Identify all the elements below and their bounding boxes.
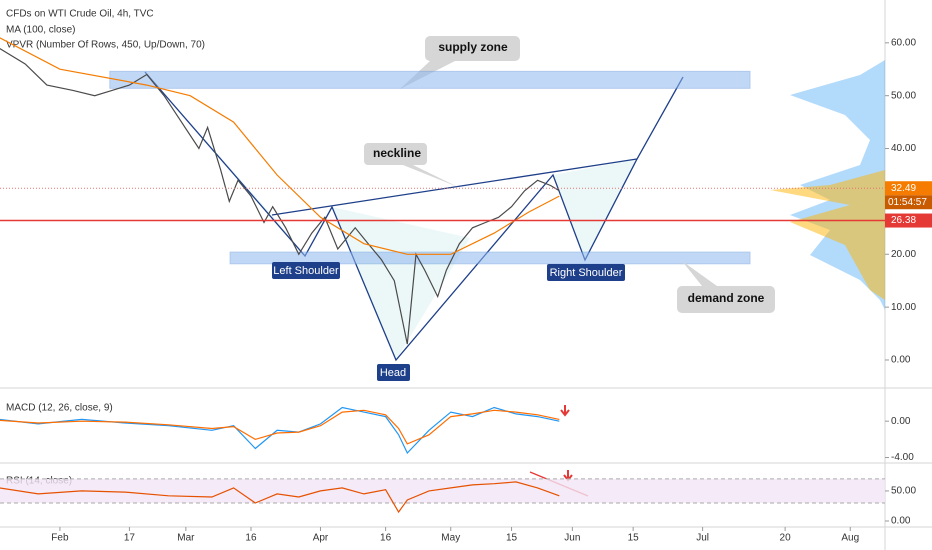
y-tick-label: 0.00 [891,416,911,427]
countdown-box [885,195,932,210]
x-tick-label: 20 [780,533,792,544]
series-line [0,406,560,455]
series-line [0,409,560,445]
x-tick-label: 15 [506,533,518,544]
rsi-band [0,478,885,503]
annotation: neckline [373,146,421,160]
x-tick-label: 17 [124,533,136,544]
level-label: 26.38 [891,215,916,226]
x-tick-label: Jun [564,533,580,544]
zone [229,251,751,265]
callout [400,36,520,89]
label-box [377,364,410,381]
pattern-line [144,71,684,362]
x-tick-label: May [441,533,460,544]
series-line [0,47,560,345]
callout [364,143,458,187]
pattern-fill [332,207,470,360]
annotation: Head [380,367,406,379]
y-tick-label: 0.00 [891,516,911,527]
neckline-line [271,158,638,216]
price-box [885,181,932,196]
x-tick-label: 15 [628,533,640,544]
annotation: demand zone [688,291,765,305]
arrow [560,405,570,417]
y-tick-label: 0.00 [891,355,911,366]
y-tick-label: 50.00 [891,486,916,497]
x-tick-label: Apr [313,533,329,544]
indicator-label: MA (100, close) [6,25,75,36]
y-tick-label: 60.00 [891,37,916,48]
label-box [547,264,625,281]
label-box [272,262,340,279]
y-tick-label: 20.00 [891,249,916,260]
x-tick-label: Feb [51,533,69,544]
x-tick-label: 16 [245,533,257,544]
x-tick-label: Mar [177,533,195,544]
indicator-label: VPVR (Number Of Rows, 450, Up/Down, 70) [6,40,205,51]
y-tick-label: 50.00 [891,90,916,101]
y-tick-label: -4.00 [891,452,914,463]
x-tick-label: 16 [380,533,392,544]
annotation: supply zone [438,40,508,54]
x-tick-label: Aug [841,533,859,544]
y-tick-label: 10.00 [891,302,916,313]
indicator-label: MACD (12, 26, close, 9) [6,403,113,414]
price-label: 32.49 [891,183,916,194]
zone [109,70,751,89]
annotation: Left Shoulder [273,265,339,277]
volume-profile [770,170,885,300]
annotation: Right Shoulder [550,267,623,279]
x-tick-label: Jul [696,533,709,544]
callout [677,261,775,313]
series-line [0,481,560,514]
countdown-label: 01:54:57 [888,197,927,208]
pattern-fill [553,159,637,260]
chart-title: CFDs on WTI Crude Oil, 4h, TVC [6,9,154,20]
level-box [885,213,932,228]
y-tick-label: 40.00 [891,143,916,154]
series-line [0,37,560,255]
